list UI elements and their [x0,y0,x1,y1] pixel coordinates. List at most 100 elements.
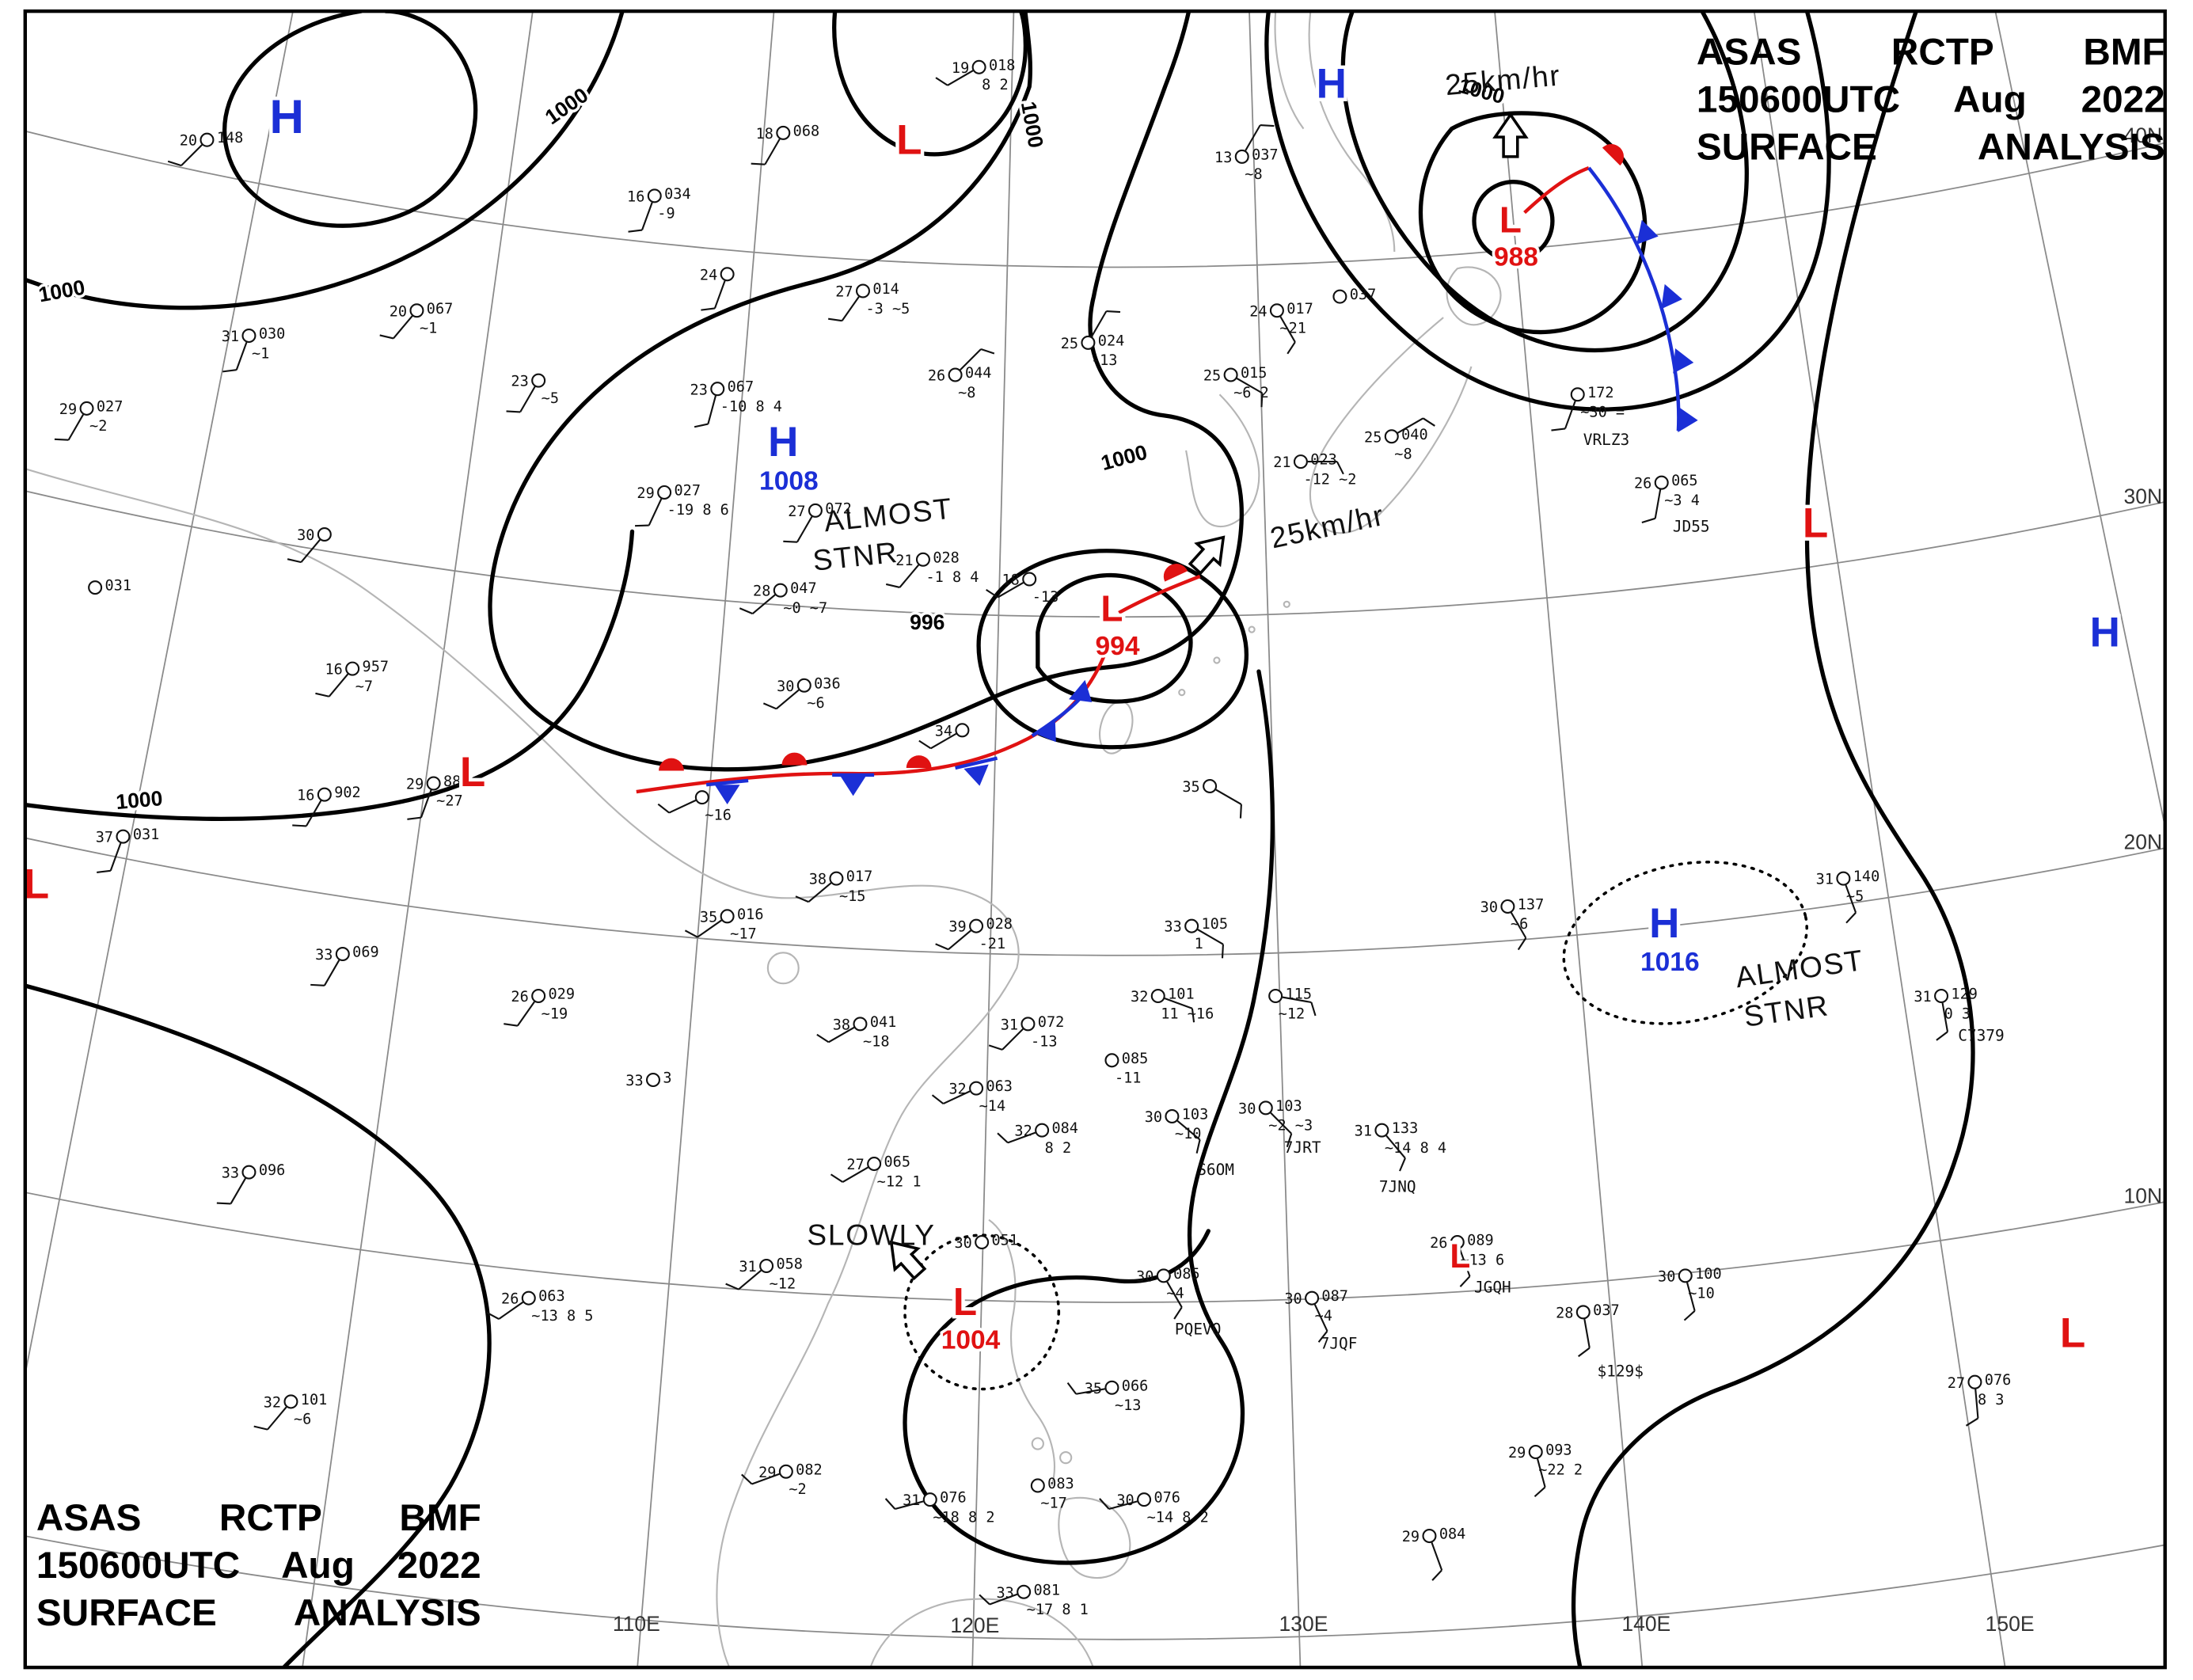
wind-barb [764,138,781,165]
station-circle-icon [1017,1584,1032,1599]
station-plot: 25 015 ~6 2 [1203,365,1269,408]
wind-barb-tick [504,1023,518,1027]
wind-barb [181,144,203,166]
wind-barb-tick [222,369,237,373]
wind-barb [751,1473,780,1485]
station-extra: ~8 [1245,166,1262,183]
weather-fronts [636,139,1699,804]
isobar-label: 1000 [36,276,86,307]
wind-barb-tick [253,1425,268,1431]
pressure-center-l: L [893,113,925,167]
wind-barb-tick [1431,1569,1442,1581]
coastline-ryukyu [1213,656,1221,664]
station-pressure-group: 027 [97,398,123,415]
station-circle-icon [1223,367,1238,382]
station-plot: 23 ~5 [506,373,559,413]
station-plot: 31 058 ~12 [725,1256,803,1292]
wind-barb [323,960,340,986]
station-plot: 31 030 ~1 [222,326,285,373]
wind-barb [960,348,982,371]
station-extra: ~1 [420,321,437,337]
wind-barb [300,539,321,563]
station-pressure-group: 082 [796,1461,822,1478]
wind-barb [641,202,653,230]
station-temp: 38 [833,1017,850,1033]
pressure-value: 1004 [941,1325,1001,1355]
wind-barb [1197,929,1224,945]
wind-barb-tick [980,348,995,355]
wind-barb-tick [1965,1417,1979,1427]
station-circle-icon [773,583,788,598]
latitude-label: 20N [2124,830,2163,854]
stationary-front-cold-segment [705,778,749,787]
station-temp: 33 [222,1165,239,1182]
station-extra: ~16 [705,807,731,823]
wind-barb-tick [725,1283,739,1290]
station-circle-icon [867,1157,882,1172]
station-plot: 085-11 [1104,1051,1148,1087]
station-circle-icon [1022,572,1037,587]
latitude-label: 10N [2124,1184,2163,1208]
pressure-letter: L [24,861,49,907]
station-circle-icon [1150,989,1165,1004]
pressure-center-l: L 988 [1491,196,1541,275]
station-plot: 31 076~18 8 2 [884,1490,994,1526]
station-circle-icon [335,947,350,962]
station-plot: 24 017 ~21 [1249,301,1313,355]
station-extra: ~4 [1166,1286,1184,1302]
station-pressure-group: 065 [884,1154,910,1171]
wind-barb-tick [816,1033,830,1043]
wind-barb [1941,1002,1949,1032]
stationary-front-cold-segment [955,756,998,770]
station-plot: 16 034 -9 [627,186,691,233]
station-extra: 8 2 [982,77,1008,93]
wind-barb-tick [701,307,716,311]
wind-barb-tick [506,410,521,413]
station-plot: 18 068 [751,123,819,165]
station-plot: 31 072 -13 [988,1014,1064,1051]
wind-barb-tick [741,1473,753,1485]
stationary-contours [903,861,1808,1391]
station-pressure-group: 051 [992,1233,1018,1249]
wind-barb-tick [739,607,753,615]
station-pressure-group: 067 [728,379,754,396]
wind-barb [697,919,723,938]
station-pressure-group: 101 [301,1392,327,1408]
wind-barb [498,1301,524,1320]
product-id: ASAS RCTP BMF [1696,30,2165,73]
wind-barb [1279,316,1296,343]
wind-barb-tick [1336,461,1344,475]
wind-barb [707,395,717,424]
station-circle-icon [657,485,672,500]
station-plot: 30 137 ~6 [1480,896,1544,951]
wind-barb [516,1001,535,1027]
station-circle-icon [1234,149,1249,164]
coastline-ryukyu [1283,600,1290,608]
station-pressure-group: 015 [1241,365,1267,382]
station-extra: -13 [1031,1034,1057,1051]
station-pressure-group: 014 [872,281,899,298]
station-extra: ~6 [1511,916,1528,933]
wind-barb-tick [988,1044,1003,1051]
station-plot: 18 -13 [986,572,1058,606]
station-pressure-group: 172 [1587,385,1613,401]
wind-barb-tick [1191,1008,1195,1023]
station-plot: 27 065 ~12 1 [830,1154,921,1190]
station-pressure-group: 047 [790,580,816,597]
wind-barb [751,594,776,614]
station-plot: 23 067 -10 8 4 [690,379,782,428]
station-pressure-group: 029 [549,986,575,1003]
station-temp: 19 [952,60,969,77]
station-plot: 35 [1182,778,1242,819]
isobar-label: 1000 [115,786,163,814]
station-plot: 30 103 ~10 [1145,1107,1208,1154]
wind-barb [1686,1282,1696,1312]
station-temp: 30 [777,678,794,695]
station-temp: 16 [627,188,644,205]
wind-barb [930,732,957,750]
station-pressure-group: 103 [1182,1107,1208,1123]
wind-barb-tick [1310,1002,1317,1017]
station-temp: 30 [1238,1100,1256,1117]
station-plot: 20 067 ~1 [379,301,453,340]
station-circle-icon [531,373,546,388]
